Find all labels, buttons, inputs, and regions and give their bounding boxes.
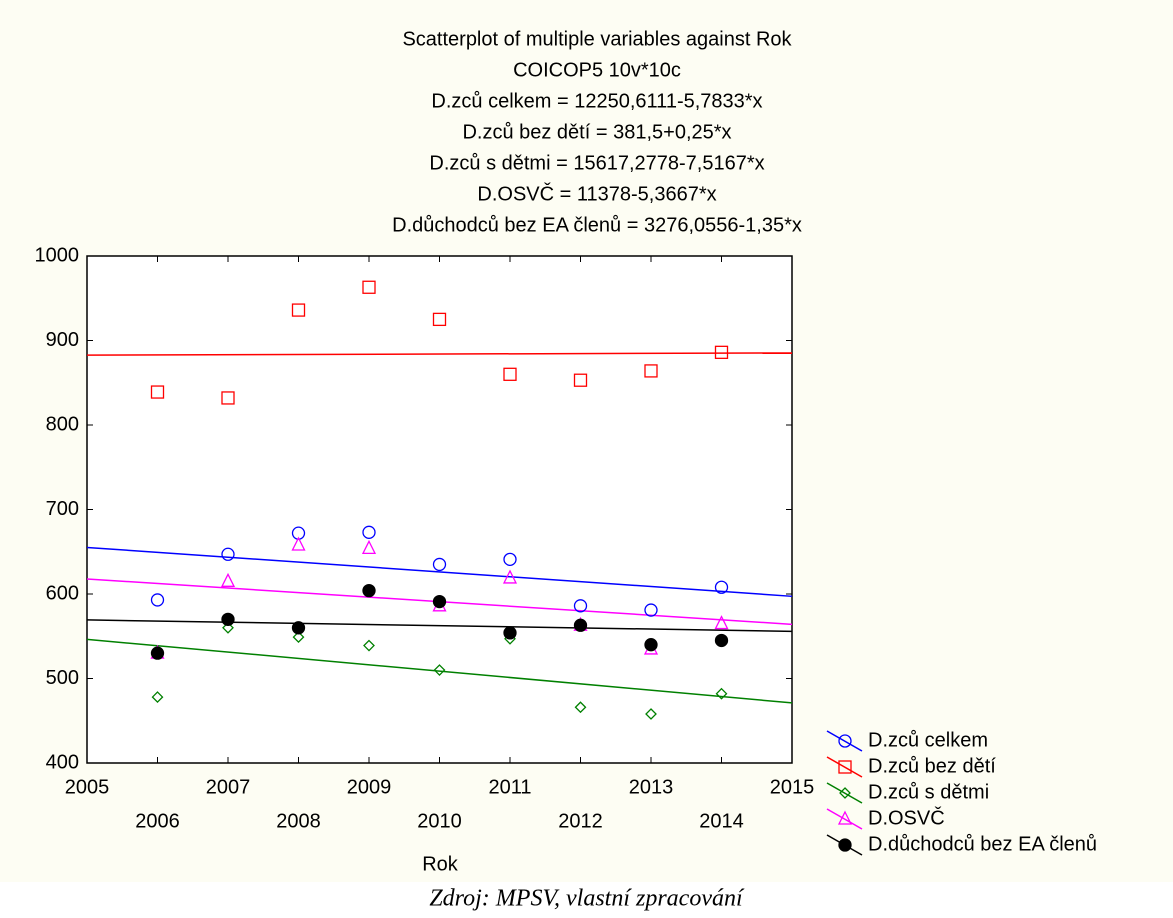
point [503, 552, 517, 567]
point [714, 345, 729, 359]
x-tick-label: 2010 [417, 810, 462, 832]
point [362, 525, 376, 539]
point [645, 708, 657, 720]
point [222, 621, 234, 634]
y-tick-label: 700 [46, 498, 79, 520]
point [221, 612, 235, 626]
point [363, 639, 375, 652]
fit-line [86, 619, 793, 633]
legend-line [826, 782, 863, 804]
point [150, 385, 165, 399]
point [503, 626, 517, 640]
point [221, 391, 235, 405]
fit-equation: D.OSVČ = 11378-5,3667*x [477, 182, 716, 205]
legend-label: D.zců s dětmi [868, 781, 989, 803]
x-tick-label: 2009 [347, 776, 392, 798]
x-axis-label: Rok [422, 853, 459, 875]
point [573, 599, 588, 613]
x-tick-label: 2012 [558, 810, 603, 832]
x-tick-label: 2014 [699, 810, 744, 832]
x-tick-label: 2005 [65, 776, 110, 798]
x-tick-label: 2013 [629, 776, 674, 798]
fit-equation: D.důchodců bez EA členů = 3276,0556-1,35… [392, 214, 802, 236]
point [714, 615, 729, 630]
legend-line [826, 808, 863, 830]
chart-title: Scatterplot of multiple variables agains… [402, 28, 792, 50]
point [432, 594, 447, 609]
point [433, 664, 446, 676]
point [714, 580, 729, 594]
legend-marker [838, 734, 852, 748]
point [714, 633, 729, 648]
point [715, 687, 728, 700]
legend-marker [839, 787, 851, 799]
legend-line [826, 756, 863, 778]
fit-line [86, 546, 793, 598]
point [432, 312, 447, 327]
point [502, 569, 518, 584]
chart-subtitle: COICOP5 10v*10c [513, 59, 681, 81]
point [291, 536, 306, 551]
legend-marker [837, 810, 853, 825]
point [220, 572, 236, 587]
fit-equation: D.zců bez dětí = 381,5+0,25*x [462, 121, 731, 143]
legend-marker [838, 838, 852, 852]
point [573, 373, 588, 387]
point [150, 646, 165, 660]
fit-equation: D.zců s dětmi = 15617,2778-7,5167*x [429, 152, 764, 174]
legend-label: D.zců bez dětí [868, 755, 996, 777]
legend-label: D.OSVČ [868, 806, 945, 829]
point [362, 583, 376, 598]
y-tick-label: 400 [46, 751, 79, 773]
point [574, 701, 587, 714]
point [644, 638, 658, 652]
point [292, 631, 305, 644]
y-tick-label: 1000 [35, 244, 80, 266]
x-tick-label: 2015 [770, 776, 815, 798]
point [503, 367, 517, 381]
plot-area [86, 255, 793, 764]
source-caption: Zdroj: MPSV, vlastní zpracování [429, 886, 745, 912]
point [291, 303, 306, 317]
legend-label: D.důchodců bez EA členů [868, 833, 1097, 855]
fit-line [86, 638, 793, 704]
y-tick-label: 600 [46, 582, 79, 604]
legend-marker [838, 760, 852, 774]
x-tick-label: 2007 [206, 776, 251, 798]
legend-line [826, 730, 863, 752]
point [150, 593, 165, 607]
point [361, 539, 377, 555]
fit-line [86, 352, 793, 356]
y-tick-label: 900 [46, 329, 79, 351]
y-tick-label: 500 [46, 667, 79, 689]
x-tick-label: 2008 [276, 810, 321, 832]
fit-equation: D.zců celkem = 12250,6111-5,7833*x [431, 90, 762, 112]
point [644, 603, 658, 617]
point [221, 547, 235, 561]
point [432, 557, 447, 572]
legend-label: D.zců celkem [868, 729, 988, 751]
point [151, 691, 164, 704]
y-tick-label: 800 [46, 413, 79, 435]
point [362, 280, 376, 294]
x-tick-label: 2011 [488, 776, 531, 798]
point [573, 618, 588, 632]
point [644, 364, 658, 378]
x-tick-label: 2006 [135, 810, 180, 832]
point [291, 621, 306, 635]
